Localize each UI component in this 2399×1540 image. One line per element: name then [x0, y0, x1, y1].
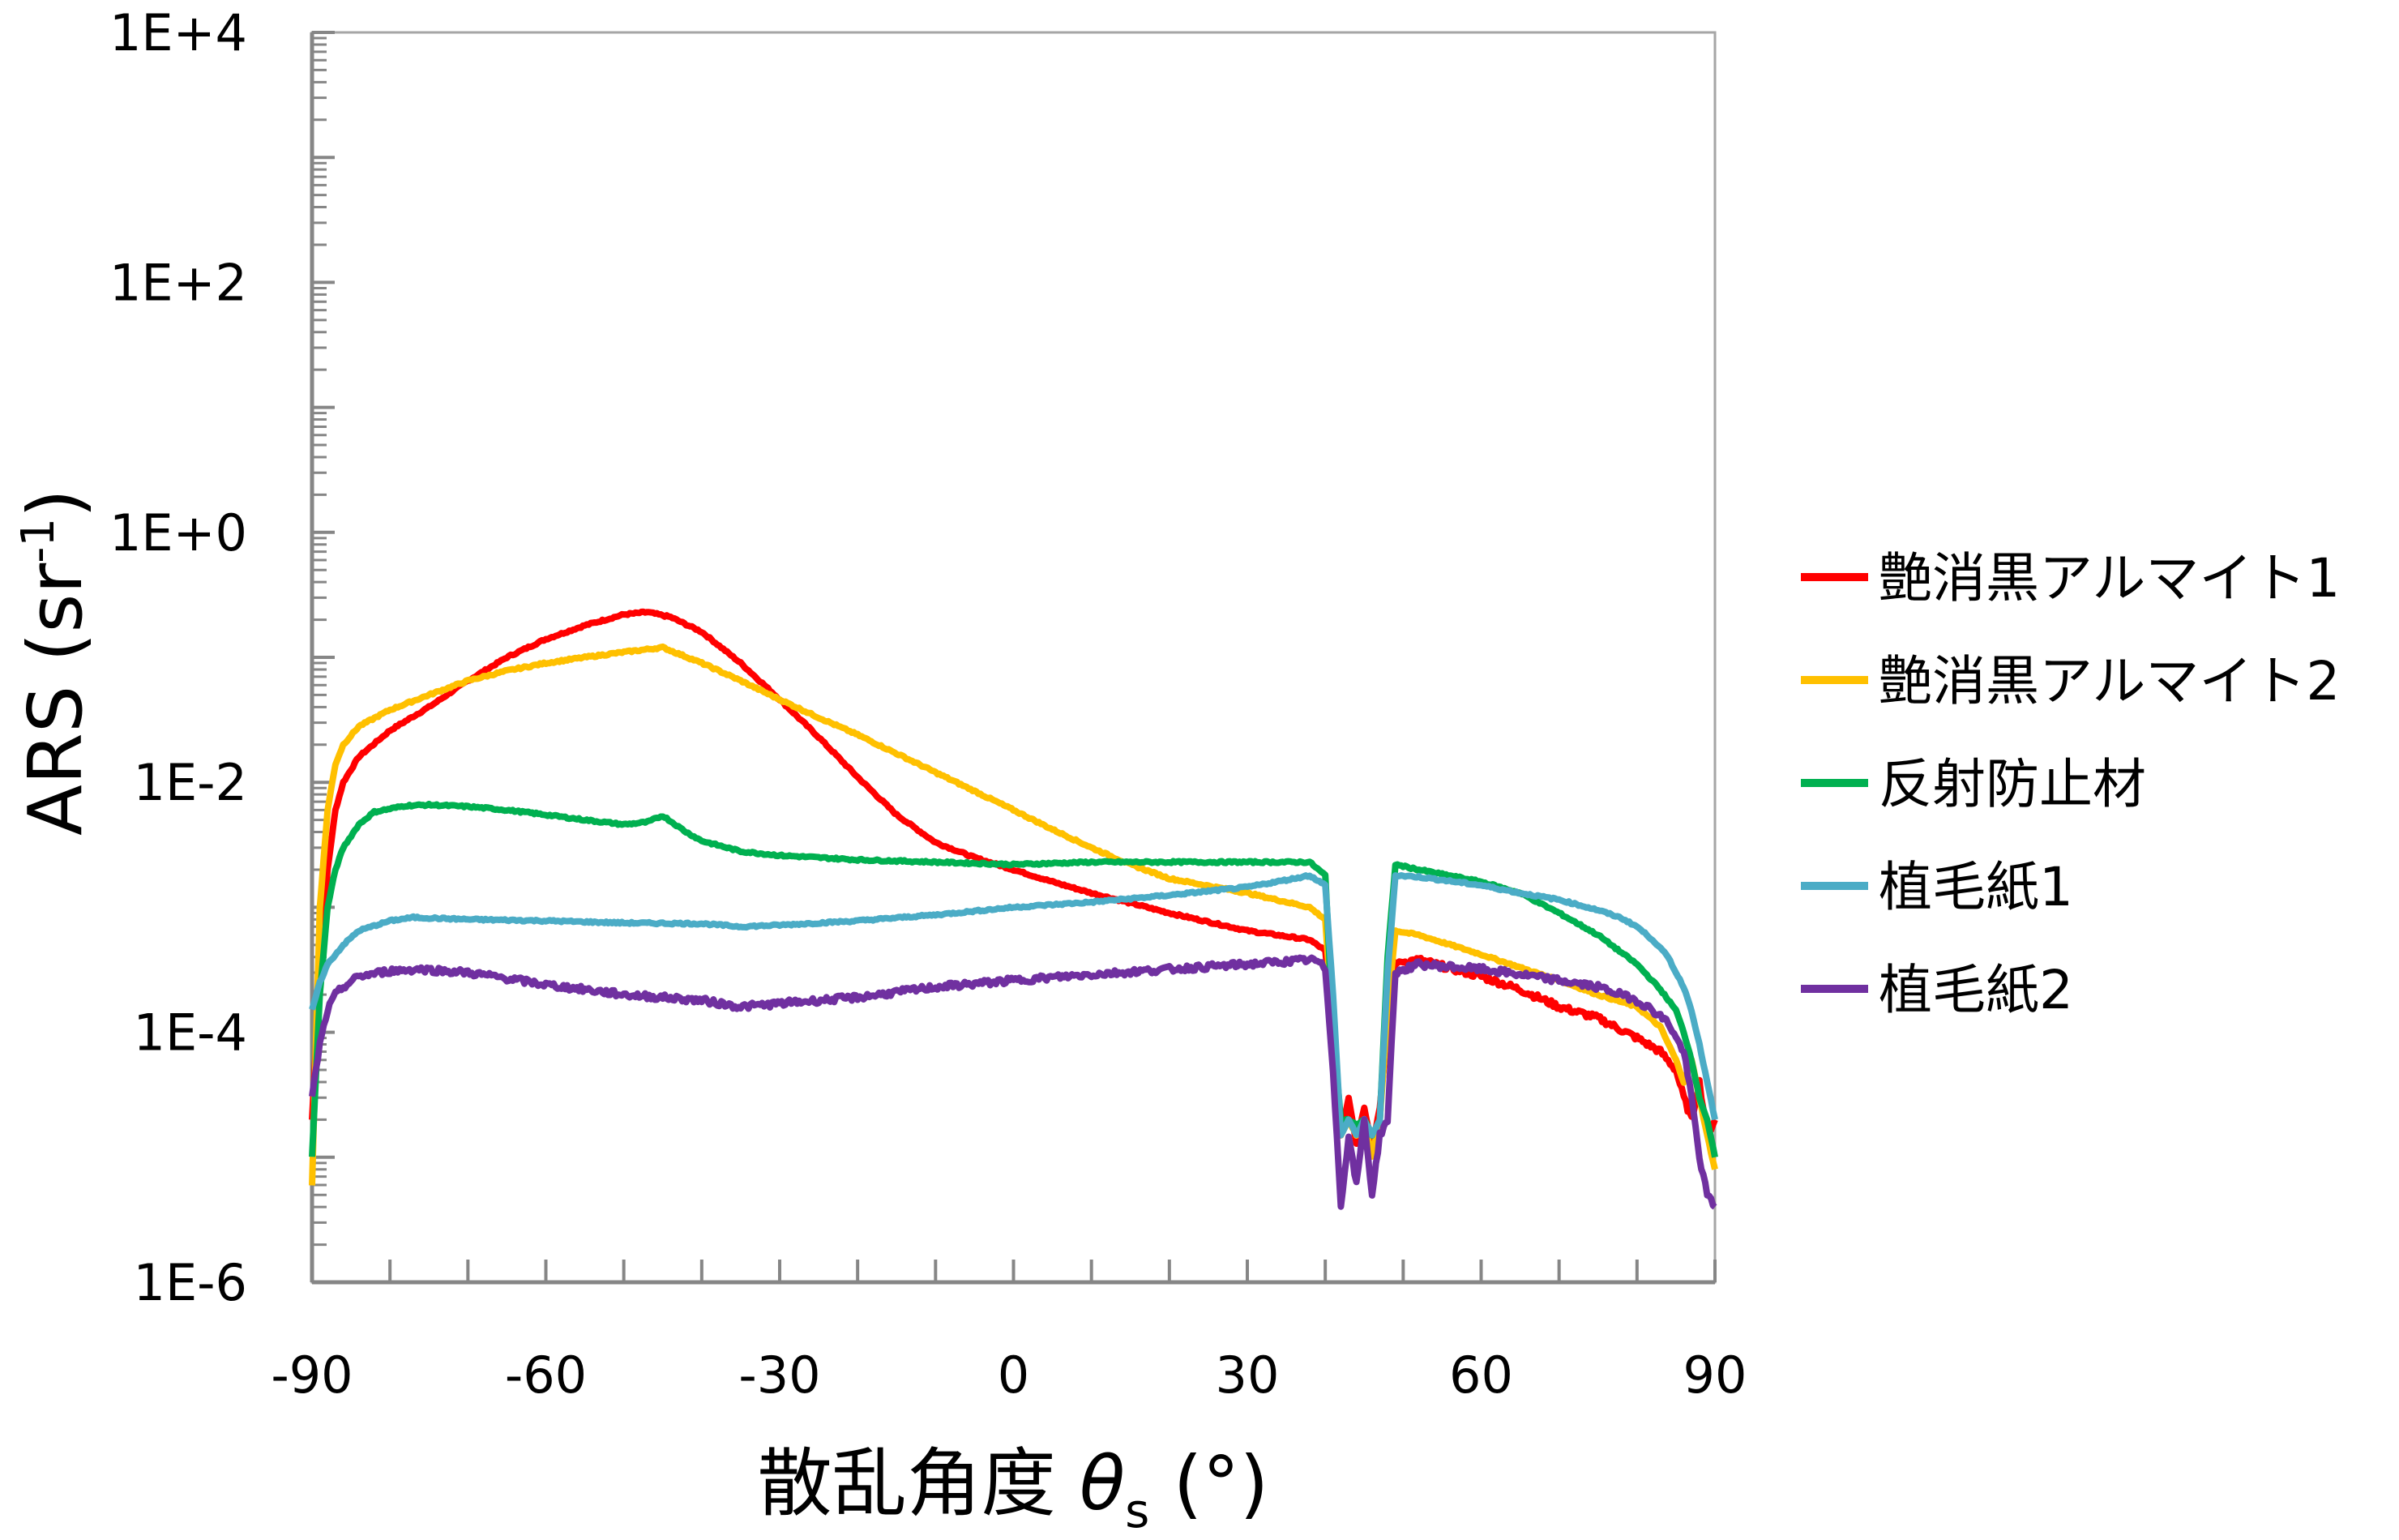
y-tick-label: 1E-2	[134, 753, 247, 812]
plot-area	[310, 31, 1717, 1284]
x-tick-label: 60	[1449, 1345, 1513, 1405]
series-line-5	[309, 954, 1717, 1210]
legend-item: 植毛紙1	[1801, 856, 2073, 918]
legend-item: 反射防止材	[1801, 753, 2146, 815]
y-tick-label: 1E+0	[109, 503, 247, 563]
x-tick-label: 30	[1216, 1345, 1280, 1405]
y-tick-label: 1E-4	[134, 1003, 247, 1063]
y-axis-title-close: )	[12, 489, 99, 518]
x-tick-label: 0	[998, 1345, 1029, 1405]
legend-label: 反射防止材	[1879, 753, 2146, 815]
series-line-1	[309, 608, 1718, 1152]
x-tick-label: -60	[505, 1345, 587, 1405]
y-tick-label: 1E+2	[109, 253, 247, 312]
legend-label: 植毛紙2	[1879, 959, 2073, 1021]
legend-item: 艶消黒アルマイト1	[1801, 547, 2340, 610]
legend-label: 艶消黒アルマイト2	[1879, 650, 2340, 712]
legend-item: 植毛紙2	[1801, 959, 2073, 1021]
x-axis-title-main: 散乱角度	[758, 1440, 1080, 1527]
x-axis-title-unit: (°)	[1149, 1440, 1268, 1527]
x-tick-label: -90	[271, 1345, 353, 1405]
legend-label: 艶消黒アルマイト1	[1879, 547, 2340, 610]
x-tick-label: 90	[1683, 1345, 1747, 1405]
series-lines	[309, 608, 1718, 1210]
x-tick-label: -30	[738, 1345, 820, 1405]
x-axis-title: 散乱角度 θs (°)	[758, 1440, 1269, 1538]
legend-label: 植毛紙1	[1879, 856, 2073, 918]
y-axis-title: ARS (sr-1)	[12, 489, 99, 836]
series-line-3	[309, 800, 1718, 1158]
series-line-4	[309, 872, 1718, 1139]
legend-item: 艶消黒アルマイト2	[1801, 650, 2340, 712]
x-axis-title-symbol: θ	[1080, 1440, 1125, 1527]
y-ticks: 1E-6 1E-4 1E-2 1E+0 1E+2 1E+4	[109, 3, 335, 1312]
y-tick-label: 1E-6	[134, 1253, 247, 1312]
y-axis-title-superscript: -1	[12, 518, 65, 563]
x-axis-title-subscript: s	[1125, 1483, 1149, 1538]
y-axis-title-main: ARS (sr	[12, 563, 99, 836]
series-line-2	[309, 643, 1718, 1186]
x-ticks: -90 -60 -30 0 30 60 90	[271, 1260, 1747, 1405]
y-tick-label: 1E+4	[109, 3, 247, 62]
